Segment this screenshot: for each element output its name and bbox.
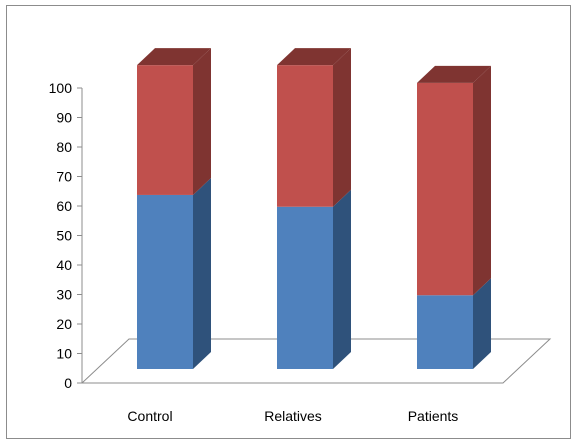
y-tick-label-10: 100 [49, 80, 73, 96]
category-label-0: Control [127, 408, 172, 424]
bar-1-top [277, 48, 351, 66]
bar-0-top [137, 48, 211, 66]
y-tick-label-1: 10 [56, 346, 72, 362]
y-tick-label-9: 90 [56, 110, 72, 126]
y-tick-label-2: 20 [56, 316, 72, 332]
y-tick-label-8: 80 [56, 139, 72, 155]
bar-2-series-0-front [417, 295, 473, 369]
bar-0-series-1-front [137, 65, 193, 195]
y-tick-label-6: 60 [56, 198, 72, 214]
bar-1-series-1-front [277, 65, 333, 207]
category-label-1: Relatives [264, 408, 322, 424]
bar-0-series-1-side [193, 48, 211, 195]
bar-2-series-1-front [417, 82, 473, 296]
category-label-2: Patients [408, 408, 459, 424]
bar-2-top [417, 65, 491, 83]
y-tick-label-7: 70 [56, 169, 72, 185]
y-tick-label-5: 50 [56, 228, 72, 244]
bar-2-series-1-side [473, 65, 491, 296]
bar-0-series-0-side [193, 177, 211, 369]
bar-1-series-0-front [277, 206, 333, 369]
bar-1-series-0-side [333, 189, 351, 369]
bar-0-series-0-front [137, 194, 193, 369]
y-tick-label-4: 40 [56, 257, 72, 273]
bar-1-series-1-side [333, 48, 351, 207]
y-tick-label-3: 30 [56, 287, 72, 303]
bar-2-series-0-side [473, 278, 491, 369]
y-tick-label-0: 0 [64, 375, 72, 391]
